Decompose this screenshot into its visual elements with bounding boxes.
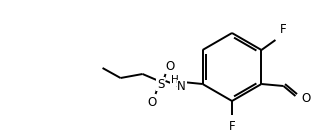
Text: N: N [177,81,186,93]
Text: S: S [157,78,164,91]
Text: O: O [301,92,311,105]
Text: O: O [165,59,174,72]
Text: O: O [147,95,156,109]
Text: F: F [279,23,286,36]
Text: F: F [229,120,235,133]
Text: H: H [171,75,178,85]
